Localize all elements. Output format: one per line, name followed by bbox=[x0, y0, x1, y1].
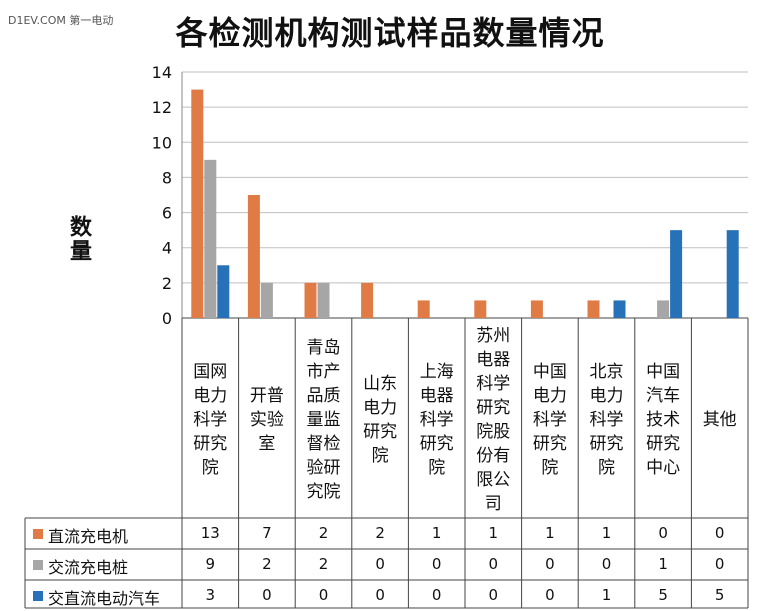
data-table-cell: 0 bbox=[431, 586, 442, 604]
x-category-text: 青岛市产品质量监督检验研究院 bbox=[306, 338, 341, 502]
data-table-cell: 5 bbox=[714, 586, 725, 604]
y-tick-label: 10 bbox=[152, 133, 172, 152]
bar bbox=[317, 282, 330, 318]
data-table-cell: 0 bbox=[375, 586, 385, 604]
chart-title: 各检测机构测试样品数量情况 bbox=[175, 14, 605, 52]
data-table-cell: 0 bbox=[545, 586, 555, 604]
data-table-cell: 0 bbox=[262, 586, 272, 604]
bar bbox=[657, 300, 670, 318]
y-tick-label: 2 bbox=[162, 274, 172, 293]
legend-series-name: 交流充电桩 bbox=[48, 558, 129, 577]
data-table-cell: 9 bbox=[205, 555, 216, 573]
x-category-label: 苏州电器科学研究院股份有限公司 bbox=[465, 326, 522, 514]
x-category-label: 国网电力科学研究院 bbox=[182, 330, 239, 510]
x-category-text: 中国汽车技术研究中心 bbox=[646, 362, 681, 478]
y-tick-label: 4 bbox=[162, 239, 172, 258]
data-table-cell: 0 bbox=[488, 555, 499, 573]
x-category-text: 开普实验室 bbox=[249, 386, 284, 454]
data-table-cell: 0 bbox=[714, 555, 725, 573]
data-table-cell: 2 bbox=[262, 555, 272, 573]
bar bbox=[361, 282, 374, 318]
x-category-text: 其他 bbox=[702, 410, 737, 430]
y-tick-label: 12 bbox=[152, 98, 172, 117]
y-tick-label: 8 bbox=[162, 168, 172, 187]
data-table-cell: 13 bbox=[200, 524, 220, 542]
data-table-cell: 0 bbox=[375, 555, 385, 573]
data-table-cell: 0 bbox=[488, 586, 499, 604]
data-table-cell: 0 bbox=[714, 524, 725, 542]
x-category-label: 山东电力研究院 bbox=[352, 330, 409, 510]
bar bbox=[191, 89, 204, 318]
bar bbox=[613, 300, 626, 318]
bar bbox=[260, 282, 273, 318]
legend-swatch bbox=[33, 560, 43, 570]
legend-series-name: 交直流电动汽车 bbox=[48, 589, 161, 608]
x-category-text: 上海电器科学研究院 bbox=[419, 362, 454, 478]
data-table-cell: 2 bbox=[318, 524, 329, 542]
data-table-cell: 1 bbox=[658, 555, 668, 573]
data-table-cell: 2 bbox=[375, 524, 385, 542]
watermark: D1EV.COM 第一电动 bbox=[8, 14, 114, 27]
x-category-label: 其他 bbox=[701, 330, 739, 510]
y-tick-label: 0 bbox=[162, 309, 172, 328]
x-category-label: 青岛市产品质量监督检验研究院 bbox=[295, 330, 352, 510]
data-table-cell: 0 bbox=[601, 555, 612, 573]
x-category-text: 北京电力科学研究院 bbox=[589, 362, 624, 478]
y-tick-label: 6 bbox=[162, 204, 172, 223]
x-category-text: 苏州电器科学研究院股份有限公司 bbox=[476, 326, 511, 514]
data-table-cell: 1 bbox=[601, 586, 612, 604]
x-category-text: 国网电力科学研究院 bbox=[193, 362, 228, 478]
data-table-cell: 1 bbox=[545, 524, 555, 542]
bar bbox=[417, 300, 430, 318]
data-table-cell: 2 bbox=[318, 555, 329, 573]
x-category-label: 中国电力科学研究院 bbox=[521, 330, 578, 510]
bar bbox=[304, 282, 317, 318]
data-table-cell: 1 bbox=[601, 524, 612, 542]
legend-swatch bbox=[33, 529, 43, 539]
bar bbox=[204, 159, 217, 318]
data-table-cell: 0 bbox=[318, 586, 329, 604]
x-category-label: 上海电器科学研究院 bbox=[408, 330, 465, 510]
data-table-cell: 0 bbox=[545, 555, 555, 573]
bar bbox=[217, 265, 230, 318]
data-table-cell: 1 bbox=[488, 524, 499, 542]
x-category-text: 中国电力科学研究院 bbox=[532, 362, 567, 478]
bar bbox=[726, 230, 739, 318]
data-table-cell: 1 bbox=[431, 524, 442, 542]
bar bbox=[247, 195, 260, 318]
data-table-cell: 0 bbox=[431, 555, 442, 573]
data-table-cell: 3 bbox=[205, 586, 216, 604]
y-tick-label: 14 bbox=[152, 63, 172, 82]
x-category-label: 开普实验室 bbox=[238, 330, 295, 510]
data-table-cell: 5 bbox=[658, 586, 668, 604]
data-table-cell: 7 bbox=[262, 524, 272, 542]
legend-series-name: 直流充电机 bbox=[48, 527, 129, 546]
legend-swatch bbox=[33, 591, 43, 601]
x-category-label: 北京电力科学研究院 bbox=[578, 330, 635, 510]
data-table-cell: 0 bbox=[658, 524, 668, 542]
bar bbox=[670, 230, 683, 318]
y-axis-label: 数量 bbox=[66, 215, 91, 263]
x-category-label: 中国汽车技术研究中心 bbox=[635, 330, 692, 510]
bar bbox=[474, 300, 487, 318]
x-category-text: 山东电力研究院 bbox=[363, 374, 398, 466]
bar bbox=[587, 300, 600, 318]
bar bbox=[530, 300, 543, 318]
